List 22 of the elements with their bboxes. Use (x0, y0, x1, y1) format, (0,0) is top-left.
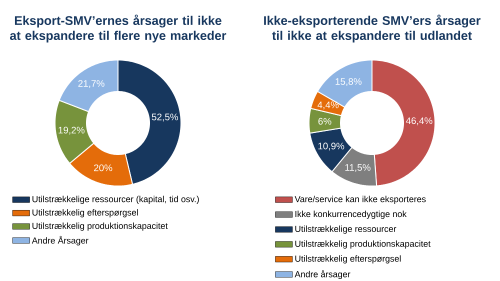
legend-label: Utilstrækkelig efterspørgsel (32, 209, 138, 218)
legend-label: Ikke konkurrencedygtige nok (295, 210, 407, 219)
data-label: 4,4% (318, 102, 339, 110)
data-label: 15,8% (336, 78, 362, 86)
legend-label: Utilstrækkelig efterspørgsel (295, 255, 401, 264)
legend-label: Andre årsager (294, 270, 350, 280)
data-label: 10,9% (318, 142, 344, 151)
legend-label: Utilstrækkelig produktionskapacitet (295, 240, 431, 249)
data-label: 19,2% (58, 126, 85, 135)
legend-label: Vare/service kan ikke eksporteres (294, 196, 426, 204)
chart-title: Ikke-eksporterende SMV’ers årsager til ikke at ekspandere til udlandet (264, 14, 481, 42)
data-label: 46,4% (406, 117, 432, 126)
data-label: 11,5% (345, 164, 370, 172)
legend-label: Utilstrækkelige ressourcer (295, 226, 396, 234)
legend-label: Andre Årsager (32, 236, 88, 246)
chart-title: Eksport-SMV’ernes årsager til ikke at ekspandere til flere nye markeder (10, 14, 226, 42)
data-label: 6% (318, 118, 332, 125)
data-label: 52,5% (152, 114, 178, 122)
legend-label: Utilstrækkelige ressourcer (kapital, tid osv.) (32, 196, 199, 204)
data-label: 20% (94, 164, 112, 172)
data-label: 21,7% (78, 80, 104, 88)
legend-label: Utilstrækkelig produktionskapacitet (32, 222, 168, 231)
